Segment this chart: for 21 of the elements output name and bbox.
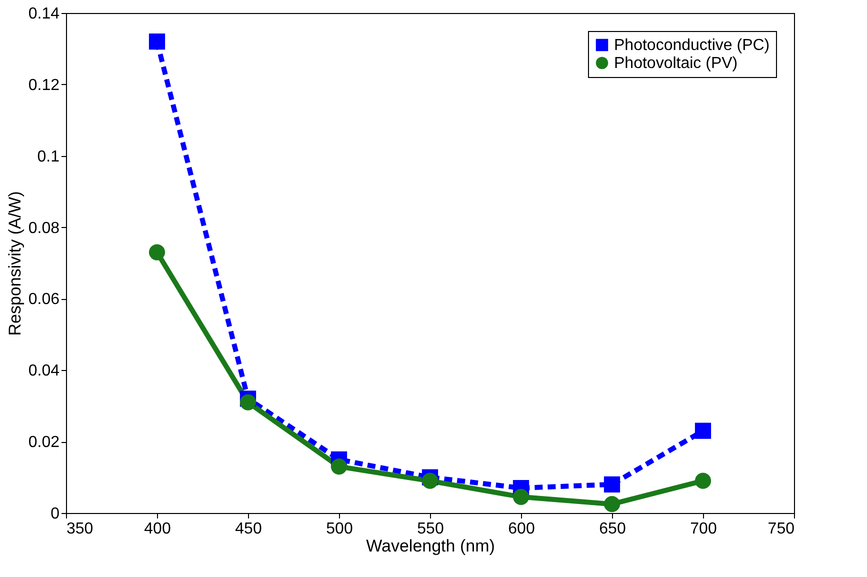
- y-tick-label: 0.08: [28, 220, 60, 237]
- y-tick-label: 0.1: [37, 148, 60, 166]
- x-axis-title: Wavelength (nm): [366, 536, 495, 556]
- x-tick-label: 450: [235, 520, 262, 538]
- legend-label: Photovoltaic (PV): [614, 55, 738, 72]
- x-tick-label: 500: [326, 520, 353, 538]
- x-tick-label: 750: [768, 520, 795, 538]
- y-axis-title: Responsivity (A/W): [5, 191, 24, 336]
- x-tick-label: 550: [417, 520, 444, 538]
- y-tick-label: 0.14: [28, 6, 60, 22]
- y-tick-label: 0.12: [28, 76, 60, 94]
- x-tick-label: 400: [144, 520, 171, 538]
- legend-label: Photoconductive (PC): [614, 37, 770, 54]
- y-tick-label: 0: [50, 506, 60, 522]
- x-tick-label: 700: [690, 520, 717, 538]
- y-tick-label: 0.02: [28, 434, 60, 452]
- y-tick-label: 0.06: [28, 291, 60, 308]
- x-tick-label: 600: [508, 520, 535, 538]
- x-tick-label: 650: [599, 520, 626, 538]
- y-tick-label: 0.04: [28, 362, 60, 380]
- x-tick-label: 350: [66, 520, 94, 538]
